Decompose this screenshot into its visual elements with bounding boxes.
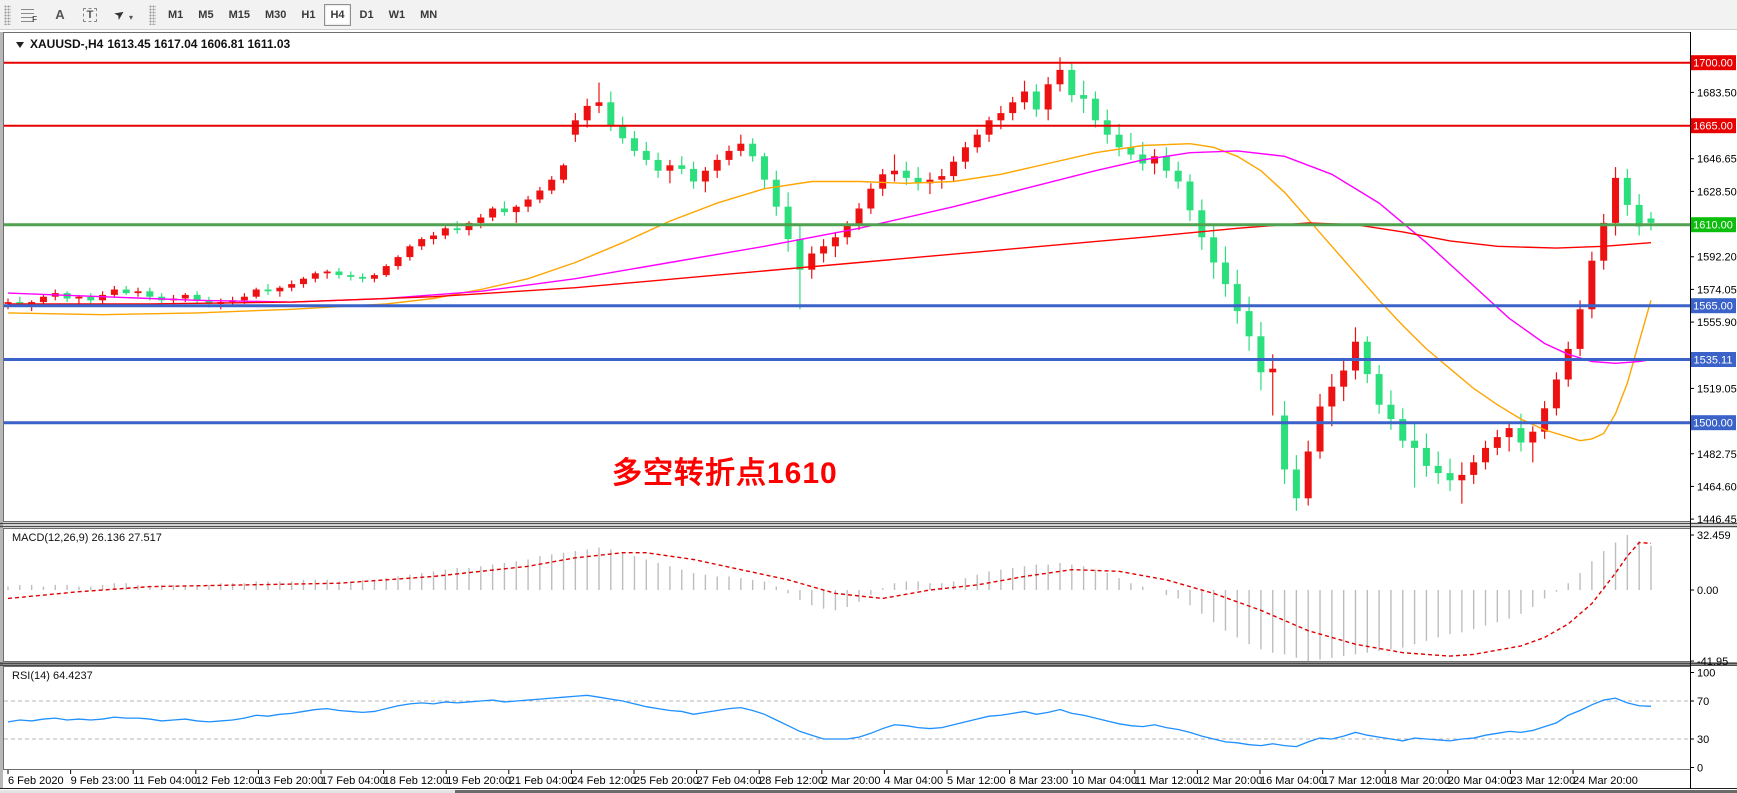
x-tick-label: 28 Feb 12:00 — [759, 775, 824, 787]
x-tick-label: 9 Feb 23:00 — [71, 775, 130, 787]
fibo-retracement-tool-icon: F — [32, 14, 37, 24]
rsi-line — [7, 694, 1652, 748]
x-tick-label: 24 Mar 20:00 — [1573, 775, 1638, 787]
x-tick-label: 10 Mar 04:00 — [1072, 775, 1137, 787]
y-tick-label: 1646.65 — [1697, 154, 1737, 166]
price-badge-1535.11 — [1691, 352, 1736, 368]
text-tool-icon: A — [55, 7, 65, 22]
ma-slow-red — [8, 222, 1652, 305]
price-badge-label: 1500.00 — [1693, 418, 1733, 430]
macd-label: MACD(12,26,9) 26.136 27.517 — [12, 532, 162, 544]
x-tick-label: 27 Feb 04:00 — [697, 775, 762, 787]
rsi-y-tick-label: 0 — [1697, 763, 1703, 775]
x-tick-label: 25 Feb 20:00 — [634, 775, 699, 787]
x-tick-label: 19 Feb 20:00 — [446, 775, 511, 787]
ohlc-values: 1613.45 1617.04 1606.81 1611.03 — [107, 37, 291, 51]
x-tick-label: 23 Mar 12:00 — [1510, 775, 1575, 787]
rsi-y-tick-label: 30 — [1697, 734, 1709, 746]
x-tick-label: 21 Feb 04:00 — [509, 775, 574, 787]
y-tick-label: 1592.20 — [1697, 252, 1737, 264]
macd-y-tick-label: 0.00 — [1697, 585, 1718, 597]
tf-button-w1[interactable]: W1 — [383, 4, 412, 26]
chart-window[interactable]: 1700.00 1665.00 1610.00 1565.00 1535.11 1500.… — [0, 30, 1737, 793]
fibo-retracement-tool[interactable]: F — [17, 2, 43, 27]
candles-layer — [4, 57, 1655, 511]
tf-button-m15[interactable]: M15 — [223, 4, 256, 26]
y-tick-label: 1628.50 — [1697, 186, 1737, 198]
chart-canvas[interactable]: 1700.00 1665.00 1610.00 1565.00 1535.11 1500.… — [0, 30, 1737, 793]
annotation-text[interactable]: 多空转折点1610 — [612, 457, 838, 490]
tf-button-mn[interactable]: MN — [414, 4, 443, 26]
window-left-edge — [0, 32, 3, 789]
x-tick-label: 16 Mar 04:00 — [1260, 775, 1325, 787]
macd-y-tick-label: -41.95 — [1697, 656, 1728, 668]
text-tool[interactable]: A — [47, 3, 73, 27]
chart-title: XAUUSD-,H4 1613.45 1617.04 1606.81 1611.0… — [16, 37, 294, 51]
timeframe-toolbar-drag-handle[interactable] — [149, 4, 156, 25]
ma-medium-magenta — [7, 150, 1652, 365]
x-tick-label: 12 Feb 12:00 — [196, 775, 261, 787]
y-tick-label: 1519.05 — [1697, 383, 1737, 395]
rsi-y-tick-label: 100 — [1697, 668, 1715, 680]
h-scrollbar-thumb[interactable] — [455, 790, 1737, 793]
tf-button-h1[interactable]: H1 — [295, 4, 321, 26]
x-tick-label: 6 Feb 2020 — [8, 775, 64, 787]
symbol-label: XAUUSD-,H4 — [30, 37, 104, 51]
x-tick-label: 11 Feb 04:00 — [133, 775, 197, 787]
price-badge-label: 1565.00 — [1693, 301, 1733, 313]
y-tick-label: 1555.90 — [1697, 317, 1737, 329]
price-badge-1665.00 — [1691, 118, 1736, 134]
price-badge-1500.00 — [1691, 415, 1736, 431]
price-badge-1700.00 — [1691, 55, 1736, 71]
x-tick-label: 11 Mar 12:00 — [1135, 775, 1199, 787]
price-badge-label: 1610.00 — [1693, 220, 1733, 232]
symbol-dropdown-icon[interactable] — [16, 42, 24, 48]
x-tick-label: 2 Mar 20:00 — [822, 775, 881, 787]
chart-background — [0, 30, 1737, 793]
tf-button-m5[interactable]: M5 — [192, 4, 219, 26]
x-tick-label: 24 Feb 12:00 — [571, 775, 636, 787]
text-label-tool[interactable]: T — [77, 3, 103, 27]
timeframe-buttons-group: M1 M5 M15 M30 H1 H4 D1 W1 MN — [162, 3, 443, 26]
x-tick-label: 18 Mar 20:00 — [1385, 775, 1450, 787]
arrow-tools[interactable]: ➤ — [107, 3, 133, 27]
rsi-y-tick-label: 70 — [1697, 696, 1709, 708]
price-badge-1565.00 — [1691, 298, 1736, 314]
y-tick-label: 1574.05 — [1697, 284, 1737, 296]
price-badge-label: 1700.00 — [1693, 58, 1733, 70]
y-tick-label: 1482.75 — [1697, 449, 1737, 461]
y-tick-label: 1683.50 — [1697, 87, 1737, 99]
x-tick-label: 5 Mar 12:00 — [947, 775, 1006, 787]
x-tick-label: 17 Mar 12:00 — [1323, 775, 1388, 787]
text-label-tool-icon: T — [82, 7, 98, 22]
y-tick-label: 1464.60 — [1697, 481, 1737, 493]
x-tick-label: 8 Mar 23:00 — [1010, 775, 1069, 787]
x-tick-label: 18 Feb 12:00 — [384, 775, 449, 787]
tf-button-m1[interactable]: M1 — [162, 4, 189, 26]
price-badge-label: 1665.00 — [1693, 121, 1733, 133]
tf-button-m30[interactable]: M30 — [259, 4, 292, 26]
tf-button-d1[interactable]: D1 — [354, 4, 380, 26]
tf-button-h4[interactable]: H4 — [324, 3, 351, 26]
rsi-label: RSI(14) 64.4237 — [12, 670, 93, 682]
x-tick-label: 17 Feb 04:00 — [321, 775, 386, 787]
price-badge-1610.00 — [1691, 217, 1736, 233]
drawing-tools-group: F A T ➤ — [17, 2, 133, 27]
x-tick-label: 20 Mar 04:00 — [1448, 775, 1513, 787]
macd-histogram — [7, 534, 1652, 662]
x-tick-label: 13 Feb 20:00 — [258, 775, 323, 787]
x-tick-label: 12 Mar 20:00 — [1197, 775, 1262, 787]
macd-y-tick-label: 32.459 — [1697, 530, 1731, 542]
macd-signal-line — [7, 541, 1652, 657]
toolbar-drag-handle[interactable] — [4, 4, 11, 25]
x-tick-label: 4 Mar 04:00 — [884, 775, 943, 787]
ma-fast-orange — [7, 142, 1652, 442]
price-badge-label: 1535.11 — [1694, 355, 1733, 367]
arrow-tools-icon: ➤ — [113, 7, 128, 23]
